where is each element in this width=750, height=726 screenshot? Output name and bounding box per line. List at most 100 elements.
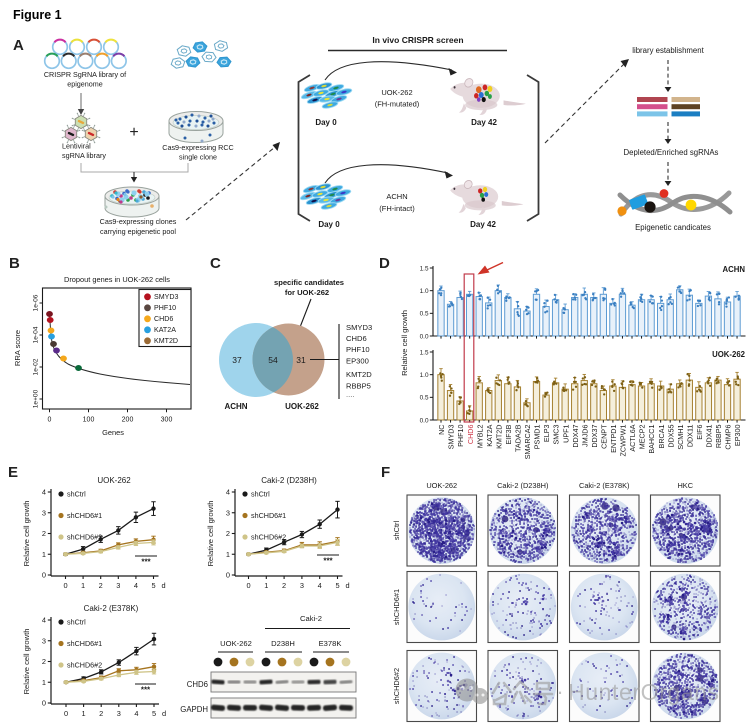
svg-text:shCtrl: shCtrl — [67, 490, 86, 499]
svg-text:0: 0 — [48, 417, 52, 424]
svg-text:+: + — [129, 124, 138, 141]
svg-text:HKC: HKC — [677, 481, 693, 490]
svg-text:0: 0 — [42, 699, 46, 708]
svg-text:MECP2: MECP2 — [638, 424, 647, 449]
svg-text:3: 3 — [116, 581, 120, 590]
svg-text:3: 3 — [300, 581, 304, 590]
svg-text:0.5: 0.5 — [420, 311, 429, 318]
svg-text:1: 1 — [42, 678, 46, 687]
svg-text:Day 0: Day 0 — [315, 118, 337, 127]
svg-text:ZCWPW1: ZCWPW1 — [619, 425, 628, 457]
svg-text:1e-04: 1e-04 — [33, 326, 40, 343]
svg-text:CRISPR SgRNA library of: CRISPR SgRNA library of — [44, 70, 126, 79]
svg-text:d: d — [162, 709, 166, 718]
svg-text:Relative cell growth: Relative cell growth — [400, 310, 409, 376]
svg-text:4: 4 — [318, 581, 322, 590]
svg-text:ACHN: ACHN — [722, 265, 745, 274]
svg-text:Day 0: Day 0 — [318, 220, 340, 229]
svg-text:5: 5 — [335, 581, 339, 590]
svg-text:specific candidates: specific candidates — [274, 278, 344, 287]
svg-text:Figure 1: Figure 1 — [13, 8, 62, 22]
svg-text:Relative cell growth: Relative cell growth — [22, 501, 31, 567]
svg-text:Caki-2 (D238H): Caki-2 (D238H) — [497, 481, 548, 490]
svg-text:UOK-262: UOK-262 — [220, 639, 252, 648]
svg-text:E: E — [8, 464, 18, 481]
svg-text:3: 3 — [226, 508, 230, 517]
svg-text:1: 1 — [82, 709, 86, 718]
svg-text:100: 100 — [83, 417, 95, 424]
svg-text:2: 2 — [42, 657, 46, 666]
svg-text:A: A — [13, 37, 24, 54]
svg-text:sgRNA library: sgRNA library — [62, 151, 106, 160]
svg-text:C: C — [210, 255, 221, 272]
svg-text:PHF10: PHF10 — [346, 345, 370, 354]
svg-text:shCHD6#2: shCHD6#2 — [67, 661, 102, 670]
svg-text:BAHCC1: BAHCC1 — [647, 425, 656, 454]
svg-text:CHD6: CHD6 — [466, 425, 475, 445]
svg-text:d: d — [345, 581, 349, 590]
svg-text:3: 3 — [42, 508, 46, 517]
svg-text:E378K: E378K — [319, 639, 342, 648]
svg-text:Day 42: Day 42 — [470, 220, 496, 229]
svg-text:shCHD6#2: shCHD6#2 — [251, 533, 286, 542]
svg-text:DDX47: DDX47 — [571, 424, 580, 447]
svg-text:NC: NC — [437, 425, 446, 435]
svg-text:CHD6: CHD6 — [187, 680, 208, 689]
svg-text:shCHD6#2: shCHD6#2 — [67, 533, 102, 542]
svg-text:Caki-2 (D238H): Caki-2 (D238H) — [261, 476, 317, 485]
svg-text:SMC3: SMC3 — [552, 425, 561, 445]
svg-text:GAPDH: GAPDH — [180, 705, 208, 714]
svg-text:2: 2 — [226, 529, 230, 538]
svg-text:UOK-262: UOK-262 — [381, 88, 412, 97]
svg-text:CHD6: CHD6 — [154, 315, 173, 323]
svg-text:(FH-mutated): (FH-mutated) — [375, 100, 420, 109]
svg-text:54: 54 — [268, 355, 278, 365]
svg-text:1e+00: 1e+00 — [33, 389, 40, 408]
svg-text:UPF1: UPF1 — [561, 425, 570, 443]
svg-text:EIF3B: EIF3B — [504, 424, 513, 444]
svg-text:2: 2 — [42, 529, 46, 538]
svg-text:4: 4 — [226, 488, 230, 497]
svg-text:1e-02: 1e-02 — [33, 358, 40, 375]
svg-text:shCtrl: shCtrl — [392, 520, 401, 540]
svg-text:shCHD6#2: shCHD6#2 — [392, 668, 401, 704]
svg-text:Caki-2 (E378K): Caki-2 (E378K) — [84, 604, 139, 613]
svg-text:Dropout genes in UOK-262 cells: Dropout genes in UOK-262 cells — [64, 275, 170, 284]
svg-text:1e-06: 1e-06 — [33, 294, 40, 311]
svg-text:epigenome: epigenome — [67, 80, 103, 89]
svg-text:200: 200 — [122, 417, 134, 424]
svg-text:1.0: 1.0 — [420, 372, 429, 379]
svg-text:In vivo CRISPR screen: In vivo CRISPR screen — [372, 35, 463, 45]
svg-text:Relative cell growth: Relative cell growth — [22, 629, 31, 695]
svg-text:300: 300 — [161, 417, 173, 424]
svg-text:Caki-2: Caki-2 — [300, 614, 322, 623]
svg-text:0: 0 — [64, 709, 68, 718]
svg-text:0.0: 0.0 — [420, 333, 429, 340]
svg-text:3: 3 — [42, 636, 46, 645]
svg-text:DDX55: DDX55 — [666, 424, 675, 447]
svg-text:Cas9-expressing RCC: Cas9-expressing RCC — [162, 143, 234, 152]
svg-text:UOK-262: UOK-262 — [426, 481, 457, 490]
svg-text:EP300: EP300 — [346, 357, 369, 366]
svg-text:KMT2D: KMT2D — [154, 337, 178, 345]
svg-text:***: *** — [141, 558, 151, 567]
svg-text:single clone: single clone — [179, 153, 217, 162]
svg-text:(FH-intact): (FH-intact) — [379, 204, 415, 213]
svg-text:5: 5 — [152, 709, 156, 718]
svg-text:DDX37: DDX37 — [590, 424, 599, 447]
svg-text:SCMH1: SCMH1 — [676, 425, 685, 450]
svg-text:RBBP5: RBBP5 — [714, 425, 723, 449]
svg-text:4: 4 — [42, 616, 46, 625]
svg-text:d: d — [161, 581, 165, 590]
svg-text:SMARCA2: SMARCA2 — [523, 424, 532, 459]
svg-text:F: F — [381, 464, 390, 481]
svg-text:37: 37 — [232, 355, 242, 365]
svg-text:31: 31 — [296, 355, 306, 365]
svg-text:SMYD3: SMYD3 — [447, 424, 456, 449]
svg-text:....: .... — [346, 390, 354, 399]
svg-text:PHF10: PHF10 — [154, 304, 176, 312]
svg-text:D: D — [379, 255, 390, 272]
svg-text:1: 1 — [226, 550, 230, 559]
svg-text:CHMP6: CHMP6 — [724, 425, 733, 450]
svg-text:HunterOrgans: HunterOrgans — [568, 679, 720, 705]
